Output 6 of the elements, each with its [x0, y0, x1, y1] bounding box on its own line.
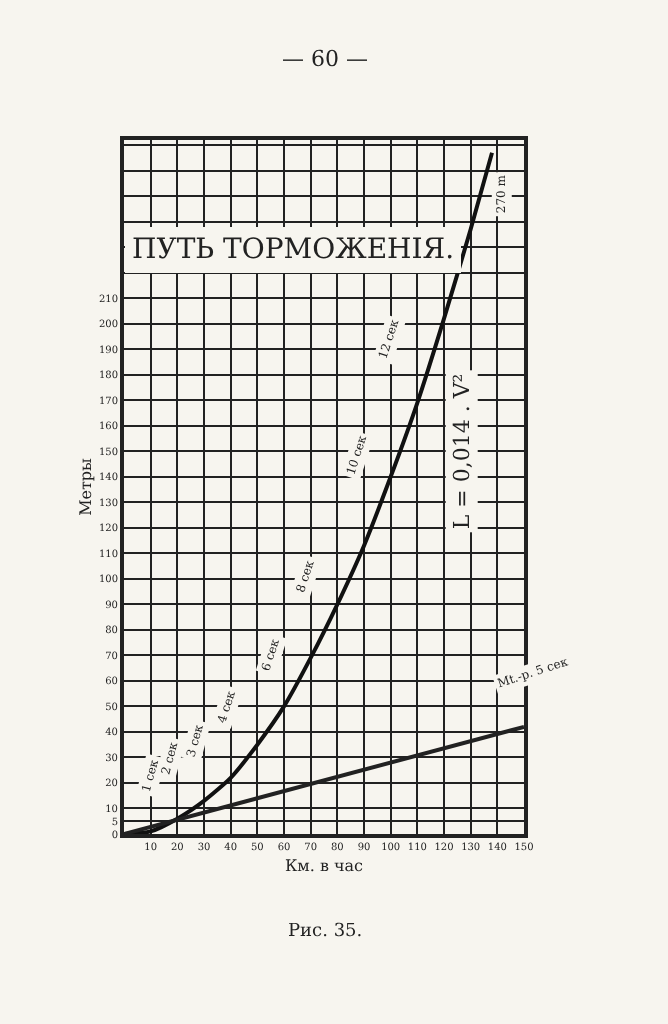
text: Рис. 35.: [288, 922, 363, 942]
x-axis-title: Км. в час: [284, 857, 365, 876]
chart-subtitle: — 60 —: [282, 46, 368, 72]
y-axis-title: Метры: [77, 456, 96, 516]
annotation: L = 0,014 . V²: [448, 373, 475, 530]
text: ПУТЬ ТОРМОЖЕНІЯ.: [132, 234, 455, 266]
